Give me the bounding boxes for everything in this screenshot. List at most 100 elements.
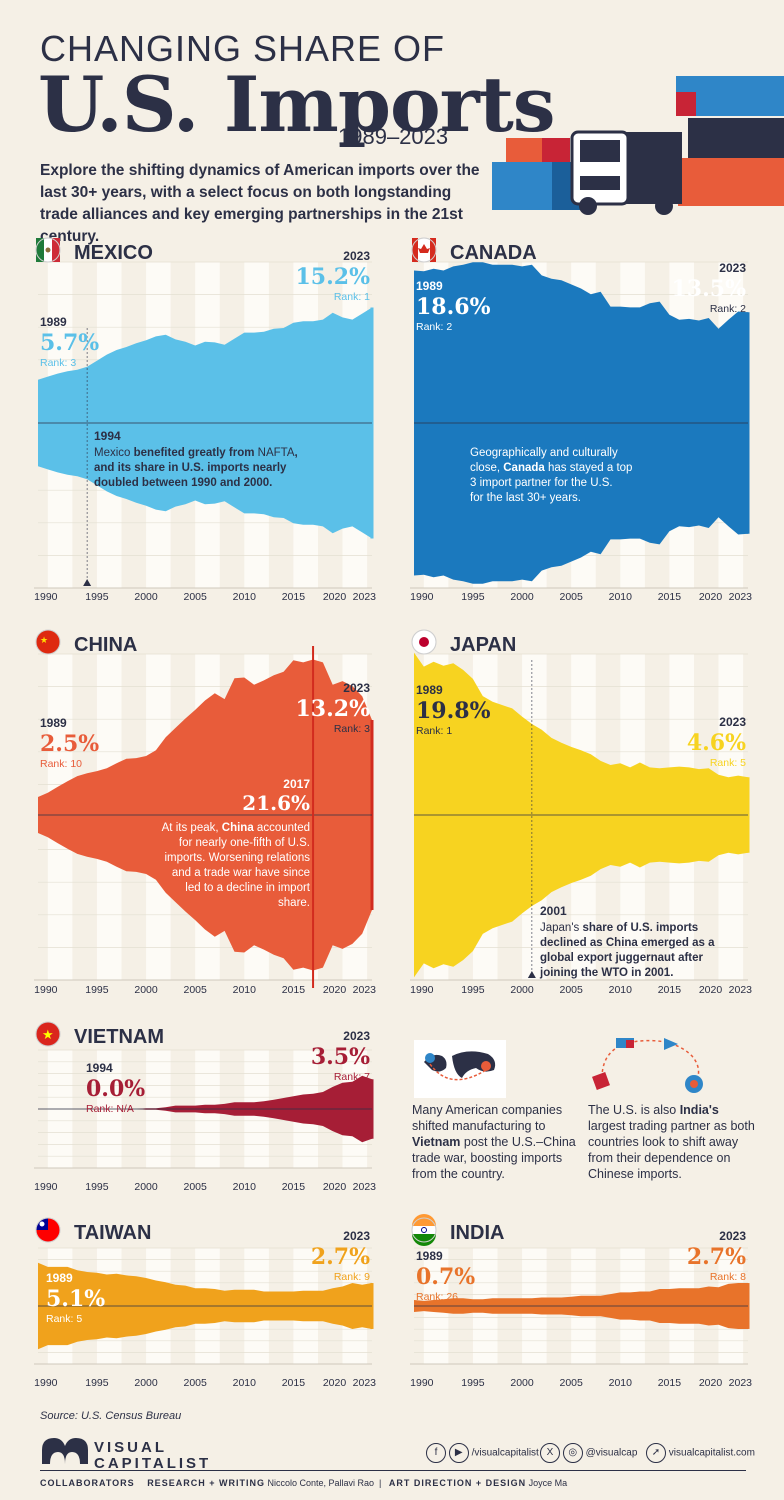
vietnam-start-year: 1994	[86, 1061, 113, 1075]
page-title: U.S. Imports	[38, 60, 556, 149]
canada-tick-label: 2010	[609, 591, 633, 603]
intro-text: Explore the shifting dynamics of America…	[40, 162, 480, 245]
japan-tick-label: 2020	[699, 984, 723, 996]
china-peak-value: 21.6%	[242, 791, 310, 815]
mexico-end-year: 2023	[343, 249, 370, 263]
vietnam-end-year: 2023	[343, 1029, 370, 1043]
canada-tick-label: 2000	[510, 591, 534, 603]
china-tick-label: 1995	[85, 984, 109, 996]
canada-end-year: 2023	[719, 261, 746, 275]
canada-start-rank: Rank: 2	[416, 321, 452, 333]
instagram-icon[interactable]: ◎	[562, 1443, 583, 1463]
canada-end-rank: Rank: 2	[710, 303, 746, 315]
china-event-text-line: At its peak, China accounted	[162, 822, 310, 834]
taiwan-start-year: 1989	[46, 1271, 73, 1285]
china-event-text-line: imports. Worsening relations	[164, 852, 310, 864]
mexico-country-name: MEXICO	[74, 242, 153, 264]
social-facebook-youtube[interactable]: f ▶ /visualcapitalist	[426, 1443, 539, 1463]
china-tick-label: 2023	[353, 984, 377, 996]
logo-text: VISUAL CAPITALIST	[94, 1439, 212, 1472]
china-end-rank: Rank: 3	[334, 723, 370, 735]
india-start-value: 0.7%	[416, 1264, 475, 1290]
india-tick-label: 1990	[410, 1377, 434, 1389]
japan-tick-label: 2000	[510, 984, 534, 996]
vietnam-tick-label: 1995	[85, 1181, 109, 1193]
japan-tick-label: 2015	[658, 984, 682, 996]
india-end-year: 2023	[719, 1229, 746, 1243]
trade-route-icon	[592, 1038, 703, 1093]
china-tick-label: 2010	[233, 984, 257, 996]
china-peak-year: 2017	[283, 777, 310, 791]
taiwan-tick-label: 2000	[134, 1377, 158, 1389]
mexico-event-text-line: and its share in U.S. imports nearly	[94, 462, 287, 474]
china-event-text-line: and a trade war have since	[172, 867, 310, 879]
canada-tick-label: 2020	[699, 591, 723, 603]
facebook-icon[interactable]: f	[426, 1443, 446, 1463]
india-tick-label: 2000	[510, 1377, 534, 1389]
collaborators: COLLABORATORS RESEARCH + WRITING Niccolo…	[40, 1478, 568, 1488]
truck-illustration	[492, 76, 784, 215]
india-start-rank: Rank: 26	[416, 1291, 458, 1303]
taiwan-tick-label: 1990	[34, 1377, 58, 1389]
year-range: 1989–2023	[338, 124, 449, 149]
footer-divider	[40, 1470, 746, 1471]
china-start-value: 2.5%	[40, 731, 99, 757]
canada-tick-label: 1995	[461, 591, 485, 603]
mexico-start-year: 1989	[40, 315, 67, 329]
japan-tick-label: 1995	[461, 984, 485, 996]
vietnam-end-value: 3.5%	[311, 1044, 370, 1070]
japan-event-text-line: Japan's share of U.S. imports	[540, 922, 698, 934]
india-country-name: INDIA	[450, 1222, 504, 1244]
canada-event-text-line: for the last 30+ years.	[470, 492, 581, 504]
x-icon[interactable]: X	[540, 1443, 560, 1463]
china-tick-label: 2015	[282, 984, 306, 996]
india-tick-label: 1995	[461, 1377, 485, 1389]
social-handle-1[interactable]: /visualcapitalist	[471, 1447, 539, 1459]
svg-text:★: ★	[42, 1028, 54, 1043]
canada-start-year: 1989	[416, 279, 443, 293]
vietnam-tick-label: 2015	[282, 1181, 306, 1193]
mexico-tick-label: 2020	[323, 591, 347, 603]
canada-tick-label: 2023	[729, 591, 753, 603]
canada-event-text-line: Geographically and culturally	[470, 447, 618, 459]
china-event-text-line: share.	[278, 897, 310, 909]
cursor-icon[interactable]: ➚	[646, 1443, 666, 1463]
india-end-value: 2.7%	[687, 1244, 746, 1270]
taiwan-country-name: TAIWAN	[74, 1222, 151, 1244]
visual-capitalist-logo-icon	[42, 1438, 88, 1464]
china-tick-label: 1990	[34, 984, 58, 996]
vietnam-tick-label: 2010	[233, 1181, 257, 1193]
mexico-tick-label: 1995	[85, 591, 109, 603]
canada-flag-icon	[411, 237, 437, 263]
website-link[interactable]: visualcapitalist.com	[668, 1447, 755, 1459]
vietnam-start-rank: Rank: N/A	[86, 1103, 134, 1115]
vietnam-tick-label: 2000	[134, 1181, 158, 1193]
china-event-text-line: led to a decline in import	[185, 882, 311, 894]
india-start-year: 1989	[416, 1249, 443, 1263]
vietnam-tick-label: 1990	[34, 1181, 58, 1193]
youtube-icon[interactable]: ▶	[448, 1443, 469, 1463]
social-website[interactable]: ➚ visualcapitalist.com	[646, 1443, 755, 1463]
taiwan-flag-icon	[35, 1217, 61, 1243]
japan-event-marker	[527, 971, 536, 978]
mexico-tick-label: 2005	[183, 591, 207, 603]
social-handle-2[interactable]: @visualcap	[585, 1447, 638, 1459]
china-start-rank: Rank: 10	[40, 758, 82, 770]
japan-start-rank: Rank: 1	[416, 725, 452, 737]
japan-event-text-line: joining the WTO in 2001.	[539, 967, 673, 979]
china-country-name: CHINA	[74, 634, 137, 656]
india-end-rank: Rank: 8	[710, 1271, 746, 1283]
vietnam-flag-icon: ★	[35, 1021, 61, 1047]
taiwan-tick-label: 2023	[353, 1377, 377, 1389]
vietnam-tick-label: 2023	[353, 1181, 377, 1193]
social-x-instagram[interactable]: X ◎ @visualcap	[540, 1443, 637, 1463]
china-tick-label: 2005	[183, 984, 207, 996]
mexico-event-marker	[83, 579, 92, 586]
canada-tick-label: 1990	[410, 591, 434, 603]
taiwan-tick-label: 2010	[233, 1377, 257, 1389]
mexico-tick-label: 2000	[134, 591, 158, 603]
svg-text:★: ★	[40, 636, 48, 646]
china-end-year: 2023	[343, 681, 370, 695]
japan-tick-label: 1990	[410, 984, 434, 996]
taiwan-tick-label: 2020	[323, 1377, 347, 1389]
